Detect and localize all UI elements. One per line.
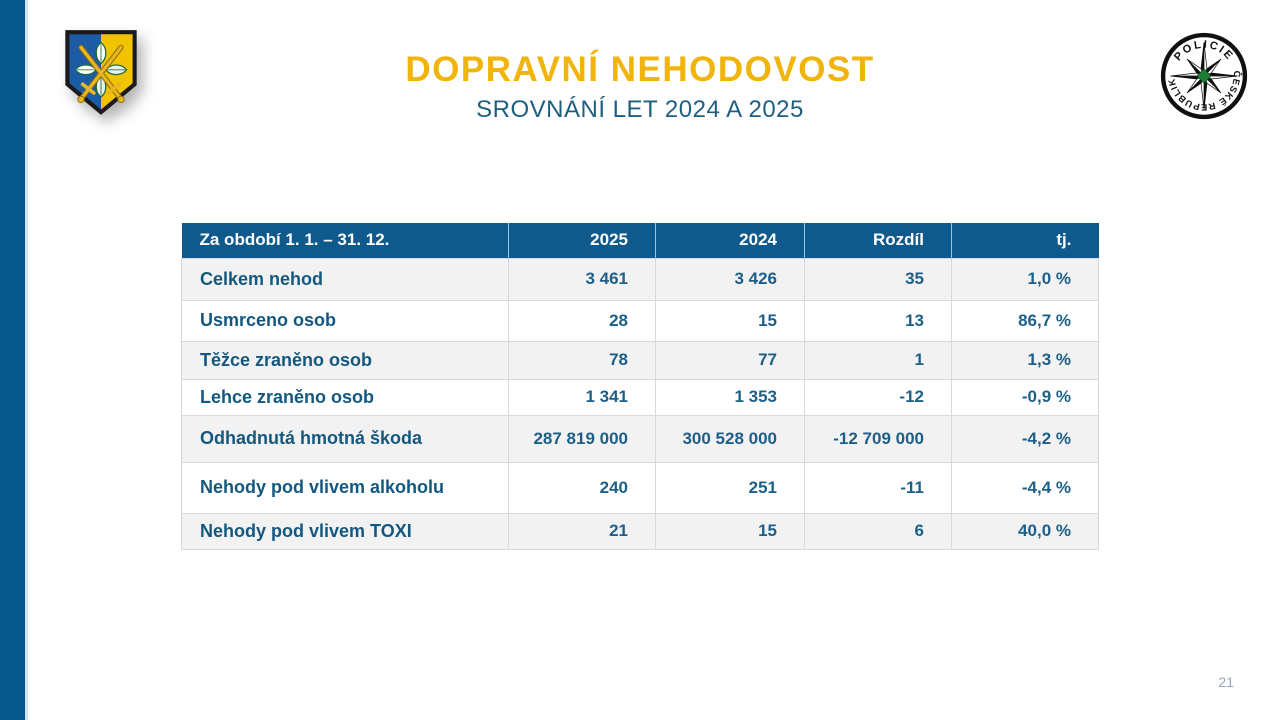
value-diff: -12 709 000 <box>804 414 952 463</box>
value-2025: 240 <box>508 461 656 514</box>
page-subtitle: SROVNÁNÍ LET 2024 A 2025 <box>476 95 804 123</box>
page-title: DOPRAVNÍ NEHODOVOST <box>405 50 875 89</box>
table-row: Odhadnutá hmotná škoda 287 819 000 300 5… <box>181 414 1099 463</box>
header-2024: 2024 <box>655 223 805 258</box>
table-row: Těžce zraněno osob 78 77 1 1,3 % <box>181 340 1099 380</box>
row-label: Těžce zraněno osob <box>181 340 509 380</box>
value-2024: 15 <box>655 512 805 550</box>
header-percent: tj. <box>951 223 1099 258</box>
row-label: Nehody pod vlivem alkoholu <box>181 461 509 514</box>
value-pct: 1,3 % <box>951 340 1099 380</box>
value-pct: 40,0 % <box>951 512 1099 550</box>
left-accent-strip <box>0 0 28 720</box>
row-label: Usmrceno osob <box>181 299 509 342</box>
table-row: Usmrceno osob 28 15 13 86,7 % <box>181 299 1099 342</box>
header-period: Za období 1. 1. – 31. 12. <box>181 223 509 258</box>
value-2025: 21 <box>508 512 656 550</box>
page-number: 21 <box>1218 674 1234 690</box>
value-2025: 28 <box>508 299 656 342</box>
header-2025: 2025 <box>508 223 656 258</box>
value-2025: 1 341 <box>508 378 656 416</box>
value-diff: 1 <box>804 340 952 380</box>
value-2024: 300 528 000 <box>655 414 805 463</box>
value-pct: -4,4 % <box>951 461 1099 514</box>
value-2024: 77 <box>655 340 805 380</box>
value-diff: 35 <box>804 257 952 301</box>
value-pct: 1,0 % <box>951 257 1099 301</box>
value-2025: 3 461 <box>508 257 656 301</box>
accident-statistics-table: Za období 1. 1. – 31. 12. 2025 2024 Rozd… <box>181 223 1099 550</box>
table-row: Celkem nehod 3 461 3 426 35 1,0 % <box>181 257 1099 301</box>
regional-police-shield-icon <box>65 30 137 115</box>
title-block: DOPRAVNÍ NEHODOVOST SROVNÁNÍ LET 2024 A … <box>140 50 1140 124</box>
row-label: Celkem nehod <box>181 257 509 301</box>
value-2024: 1 353 <box>655 378 805 416</box>
value-pct: -4,2 % <box>951 414 1099 463</box>
table-row: Lehce zraněno osob 1 341 1 353 -12 -0,9 … <box>181 378 1099 416</box>
value-diff: 13 <box>804 299 952 342</box>
value-2024: 3 426 <box>655 257 805 301</box>
row-label: Nehody pod vlivem TOXI <box>181 512 509 550</box>
police-czech-republic-emblem-icon: POLICIE ČESKÉ REPUBLIKY <box>1160 32 1248 120</box>
value-2025: 287 819 000 <box>508 414 656 463</box>
row-label: Odhadnutá hmotná škoda <box>181 414 509 463</box>
value-diff: -11 <box>804 461 952 514</box>
value-diff: -12 <box>804 378 952 416</box>
value-pct: 86,7 % <box>951 299 1099 342</box>
row-label: Lehce zraněno osob <box>181 378 509 416</box>
value-2025: 78 <box>508 340 656 380</box>
value-pct: -0,9 % <box>951 378 1099 416</box>
table-row: Nehody pod vlivem alkoholu 240 251 -11 -… <box>181 461 1099 514</box>
header-difference: Rozdíl <box>804 223 952 258</box>
table-header-row: Za období 1. 1. – 31. 12. 2025 2024 Rozd… <box>181 223 1099 258</box>
value-diff: 6 <box>804 512 952 550</box>
value-2024: 15 <box>655 299 805 342</box>
value-2024: 251 <box>655 461 805 514</box>
table-row: Nehody pod vlivem TOXI 21 15 6 40,0 % <box>181 512 1099 550</box>
